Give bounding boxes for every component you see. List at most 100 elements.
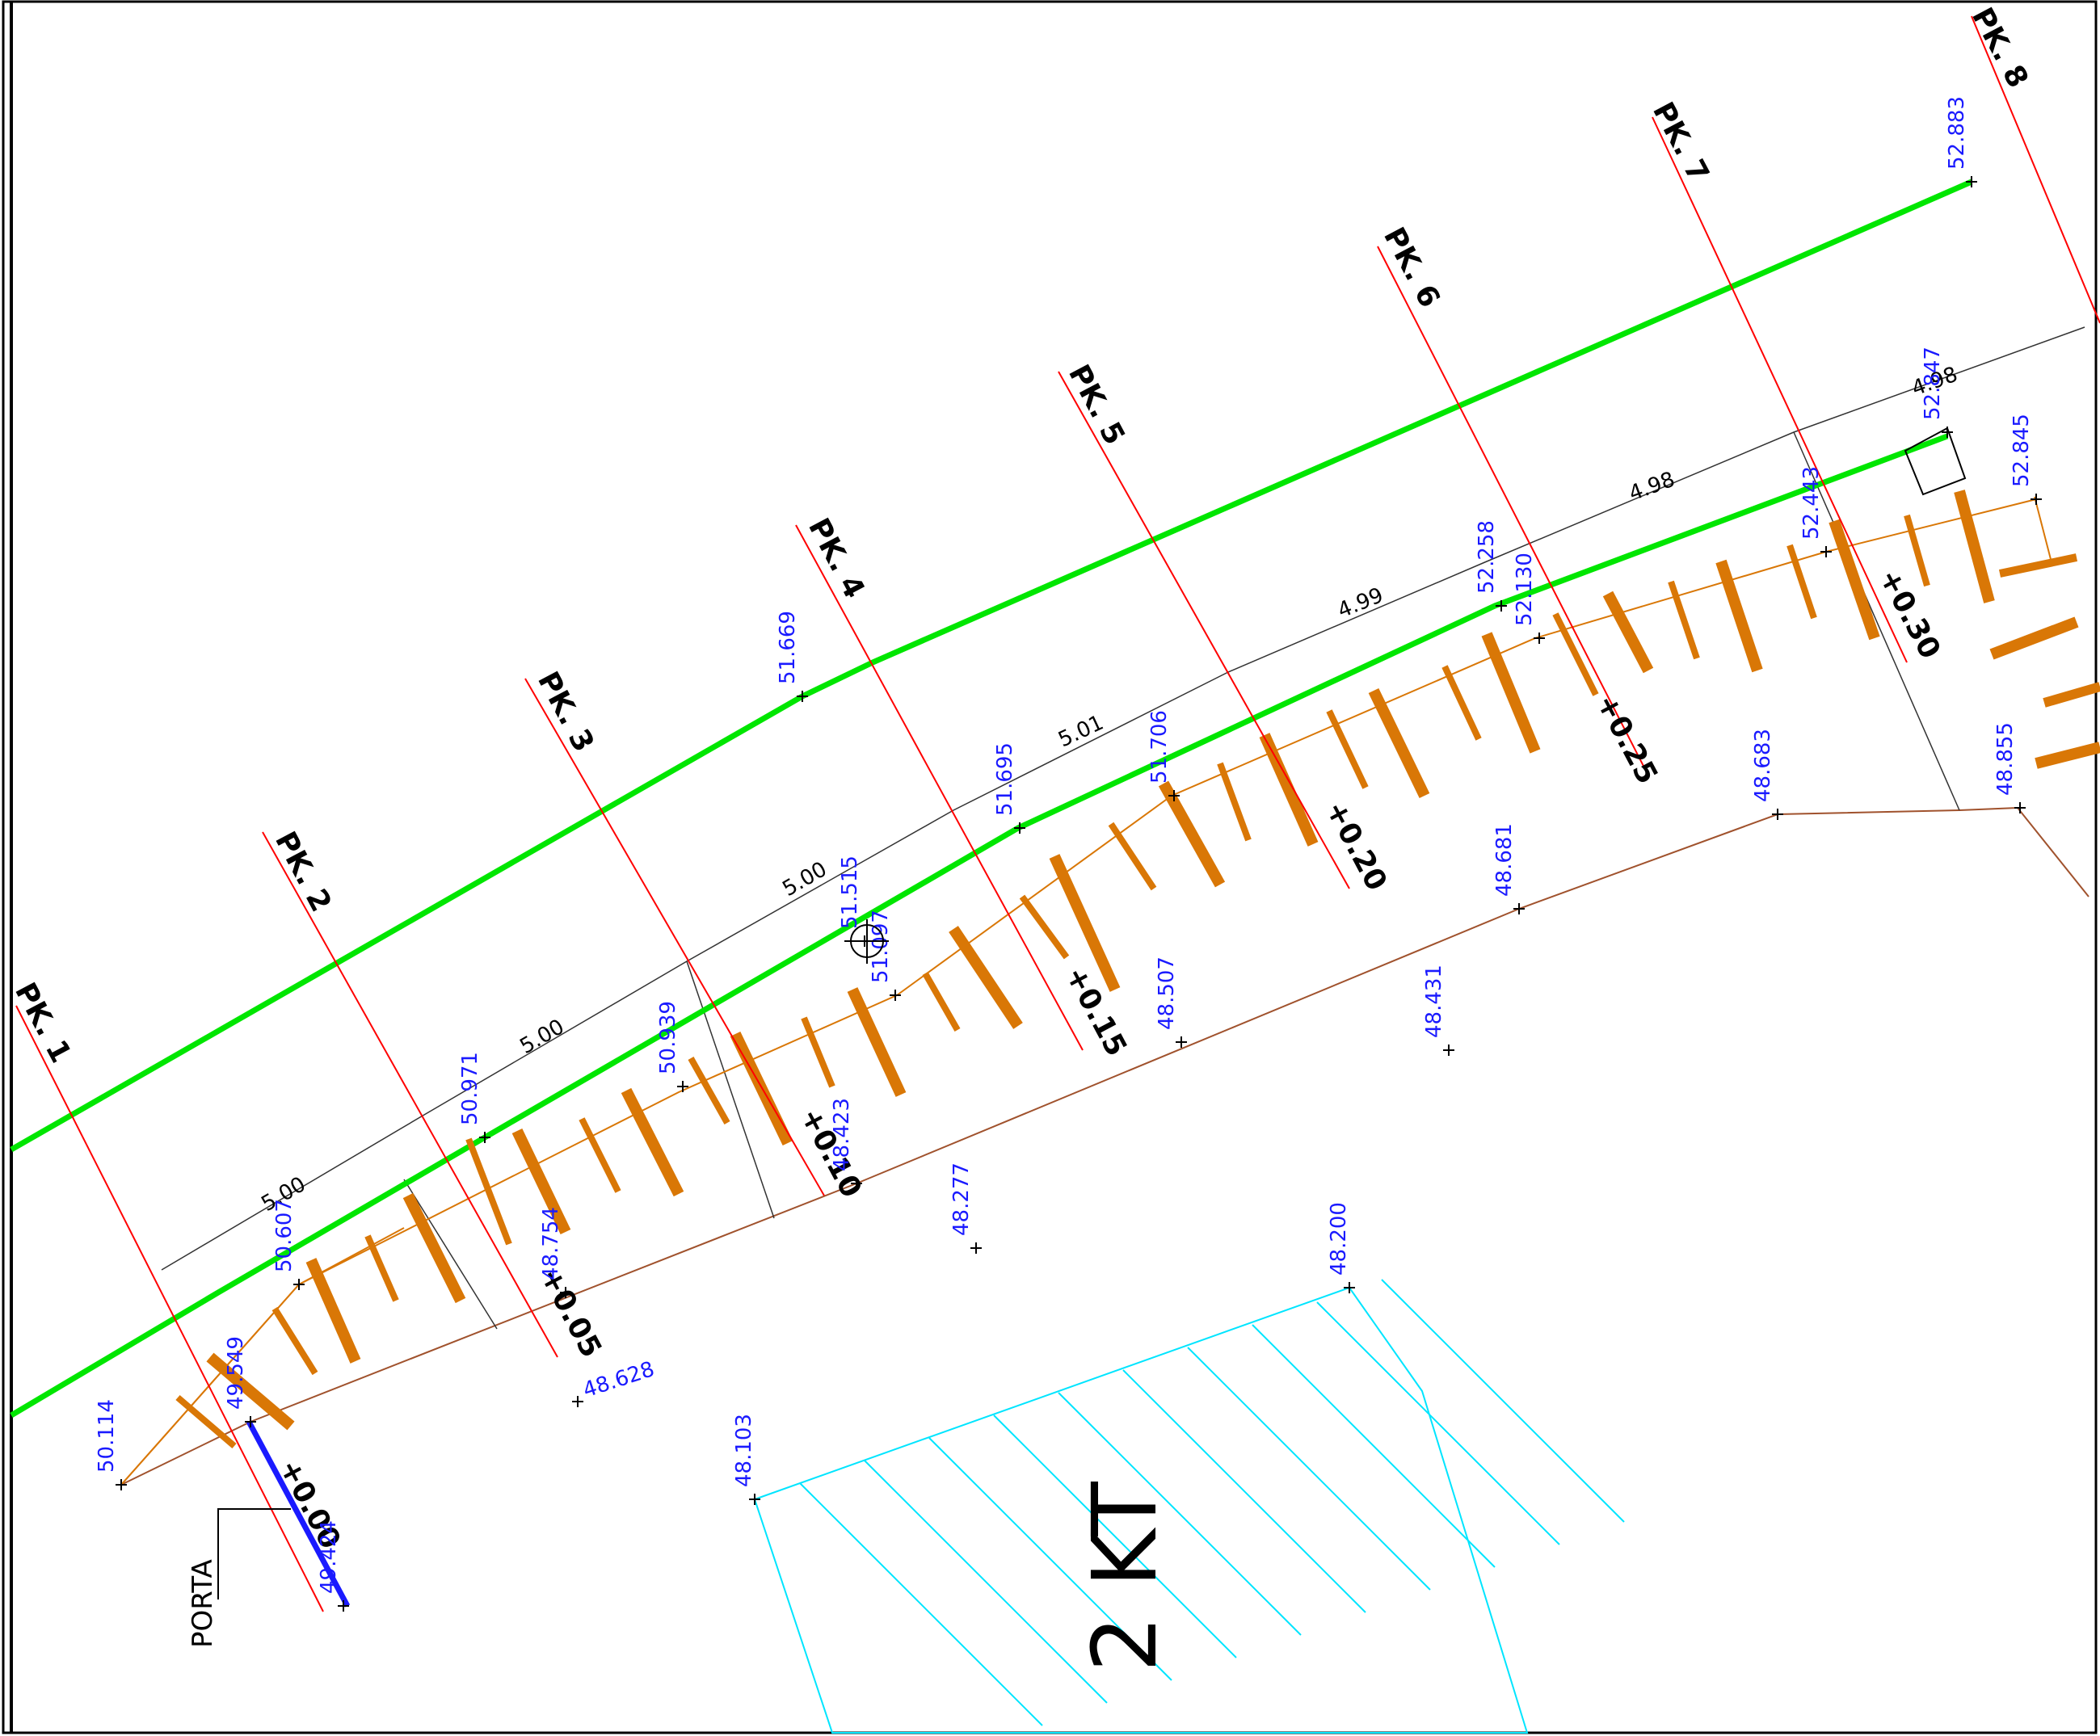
slope-hatch-mark	[1368, 687, 1430, 799]
slope-hatch-mark	[511, 1128, 571, 1235]
road-edge-lower	[10, 433, 1949, 1419]
slope-hatch-mark	[1829, 519, 1880, 641]
plot-2kt-area	[753, 1279, 1625, 1734]
dimension-line	[161, 326, 2085, 1271]
slope-grade-label: +0.25	[1589, 689, 1664, 789]
dimension-label: 5.00	[516, 1015, 569, 1059]
plot-hatch-line	[1187, 1347, 1431, 1591]
station-line	[1971, 15, 2100, 324]
slope-hatch-mark	[2035, 742, 2100, 769]
slope-hatch-mark	[1217, 762, 1252, 842]
survey-point-symbol	[844, 919, 889, 964]
slope-hatch-mark	[1049, 854, 1121, 992]
elevation-label: 52.847	[1921, 347, 1945, 420]
porta-leader	[217, 1508, 291, 1599]
slope-hatch-mark	[621, 1087, 684, 1197]
station-line	[1377, 246, 1649, 776]
dimension-offset	[1793, 431, 1960, 811]
dimension-label: 4.98	[1626, 468, 1678, 507]
slope-hatch-mark	[1019, 894, 1070, 960]
slope-hatch-mark	[402, 1192, 466, 1304]
plot-hatch-line	[928, 1437, 1172, 1681]
slope-grade-label: +0.15	[1058, 961, 1133, 1061]
pk-station-label: PK. 1	[8, 977, 78, 1068]
elevation-label: 48.754	[539, 1207, 563, 1280]
slope-hatch-mark	[1441, 665, 1482, 741]
plot-hatch-line	[864, 1460, 1108, 1704]
slope-hatch-mark	[688, 1057, 730, 1124]
elevation-label: 48.103	[732, 1414, 756, 1487]
pk-station-label: PK. 3	[531, 666, 600, 757]
plot-hatch-line	[1058, 1392, 1302, 1636]
pk-station-label: PK. 7	[1646, 97, 1715, 187]
ground-line-end	[2017, 807, 2089, 897]
elevation-label: 50.939	[656, 1001, 680, 1074]
station-line	[524, 678, 825, 1196]
elevation-label: 51.706	[1147, 710, 1172, 784]
slope-hatch-mark	[1715, 559, 1763, 673]
plot-hatch-line	[1252, 1324, 1496, 1568]
slope-hatch-mark	[1108, 822, 1157, 891]
slope-hatch-mark	[206, 1352, 295, 1431]
station-line	[15, 1005, 324, 1612]
elevation-label: 48.855	[1993, 722, 2018, 796]
station-line	[1652, 116, 1908, 663]
station-lines	[15, 15, 2100, 1612]
elevation-label: 51.097	[869, 910, 893, 983]
elevation-label: 52.130	[1513, 553, 1537, 626]
station-line	[1058, 371, 1350, 889]
station-line	[795, 524, 1084, 1051]
slope-hatch-mark	[1904, 514, 1930, 587]
slope-hatch-mark	[949, 926, 1023, 1029]
pk-station-label: PK. 4	[802, 513, 871, 603]
plot-hatch-line	[799, 1482, 1043, 1726]
dimension-offset	[403, 1179, 498, 1330]
slope-hatch-mark	[579, 1117, 621, 1193]
ground-line	[120, 807, 2018, 1486]
slope-hatch-mark	[465, 1137, 512, 1246]
dimension-label: 4.99	[1334, 583, 1387, 624]
plot-hatch-line	[1122, 1369, 1366, 1613]
elevation-label: 48.200	[1327, 1202, 1351, 1276]
elevation-label: 52.883	[1945, 96, 1969, 170]
slope-grade-label: +0.30	[1872, 564, 1946, 664]
elevation-label: 48.683	[1751, 729, 1775, 802]
plot-hatch-line	[1381, 1279, 1625, 1523]
slope-hatch-mark	[305, 1258, 361, 1364]
elevation-label: 48.423	[830, 1098, 854, 1171]
slope-hatch-mark	[175, 1394, 237, 1449]
elevation-label: 52.845	[2010, 414, 2034, 487]
elevation-label: 51.515	[838, 855, 862, 929]
elevation-label: 49.549	[224, 1336, 248, 1410]
elevation-label: 52.258	[1475, 520, 1499, 594]
slope-hatch-mark	[1158, 780, 1226, 888]
elevation-label: 48.431	[1422, 965, 1446, 1038]
slope-hatch-mark	[1602, 591, 1654, 674]
elevation-label: 50.114	[95, 1399, 119, 1473]
slope-hatch-mark	[922, 972, 961, 1032]
slope-hatch-mark	[801, 1016, 835, 1088]
slope-hatch-mark	[271, 1306, 318, 1376]
right-boundary-line	[2034, 496, 2053, 566]
porta-label: PORTA	[187, 1559, 219, 1648]
slope-hatch-mark	[1998, 553, 2078, 578]
pk-station-label: PK. 2	[268, 826, 338, 917]
corner-marker	[1904, 427, 1967, 496]
porta-gate	[246, 1420, 351, 1608]
elevation-label: 49.424	[317, 1520, 341, 1594]
road-edge-upper	[10, 179, 1973, 1153]
slope-hatch-mark	[1552, 612, 1599, 696]
station-line	[262, 831, 558, 1358]
elevation-label: 50.607	[272, 1199, 297, 1272]
slope-hatch-mark	[364, 1234, 399, 1302]
slope-hatch-mark	[1481, 632, 1541, 754]
elevation-label: 48.628	[580, 1357, 658, 1403]
slope-hatch-mark	[1989, 616, 2079, 660]
elevation-label: 51.669	[776, 611, 800, 684]
dimension-offset	[686, 960, 775, 1219]
slope-hatch-mark	[1668, 580, 1700, 660]
elevation-label: 48.681	[1492, 823, 1517, 897]
slope-hatch-mark	[1954, 490, 1995, 603]
slope-hatch-mark	[2043, 682, 2100, 708]
